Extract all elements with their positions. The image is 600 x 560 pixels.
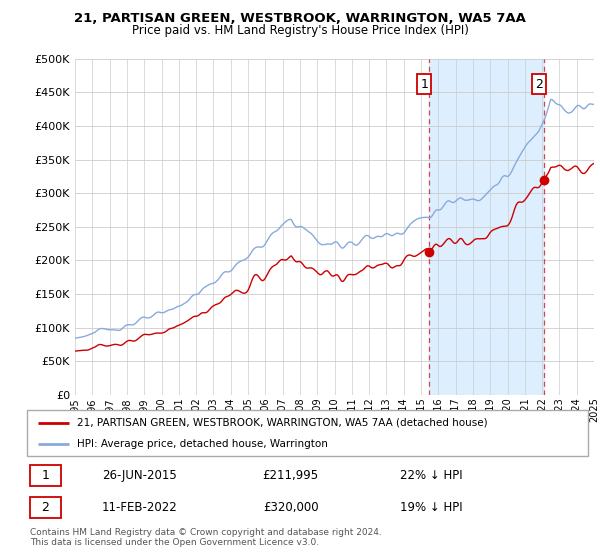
- Text: 1: 1: [421, 77, 428, 91]
- Text: 22% ↓ HPI: 22% ↓ HPI: [400, 469, 462, 482]
- Text: HPI: Average price, detached house, Warrington: HPI: Average price, detached house, Warr…: [77, 439, 328, 449]
- Text: 19% ↓ HPI: 19% ↓ HPI: [400, 501, 462, 514]
- Text: 1: 1: [41, 469, 49, 482]
- Bar: [30, 497, 61, 518]
- Text: Contains HM Land Registry data © Crown copyright and database right 2024.
This d: Contains HM Land Registry data © Crown c…: [30, 528, 382, 547]
- Text: Price paid vs. HM Land Registry's House Price Index (HPI): Price paid vs. HM Land Registry's House …: [131, 24, 469, 37]
- Text: 11-FEB-2022: 11-FEB-2022: [101, 501, 177, 514]
- Text: £211,995: £211,995: [263, 469, 319, 482]
- Text: 2: 2: [41, 501, 49, 514]
- Bar: [430, 59, 544, 395]
- Text: 2: 2: [535, 77, 543, 91]
- Bar: [30, 465, 61, 486]
- Text: 21, PARTISAN GREEN, WESTBROOK, WARRINGTON, WA5 7AA (detached house): 21, PARTISAN GREEN, WESTBROOK, WARRINGTO…: [77, 418, 488, 428]
- Text: 26-JUN-2015: 26-JUN-2015: [102, 469, 176, 482]
- Text: £320,000: £320,000: [263, 501, 319, 514]
- Text: 21, PARTISAN GREEN, WESTBROOK, WARRINGTON, WA5 7AA: 21, PARTISAN GREEN, WESTBROOK, WARRINGTO…: [74, 12, 526, 25]
